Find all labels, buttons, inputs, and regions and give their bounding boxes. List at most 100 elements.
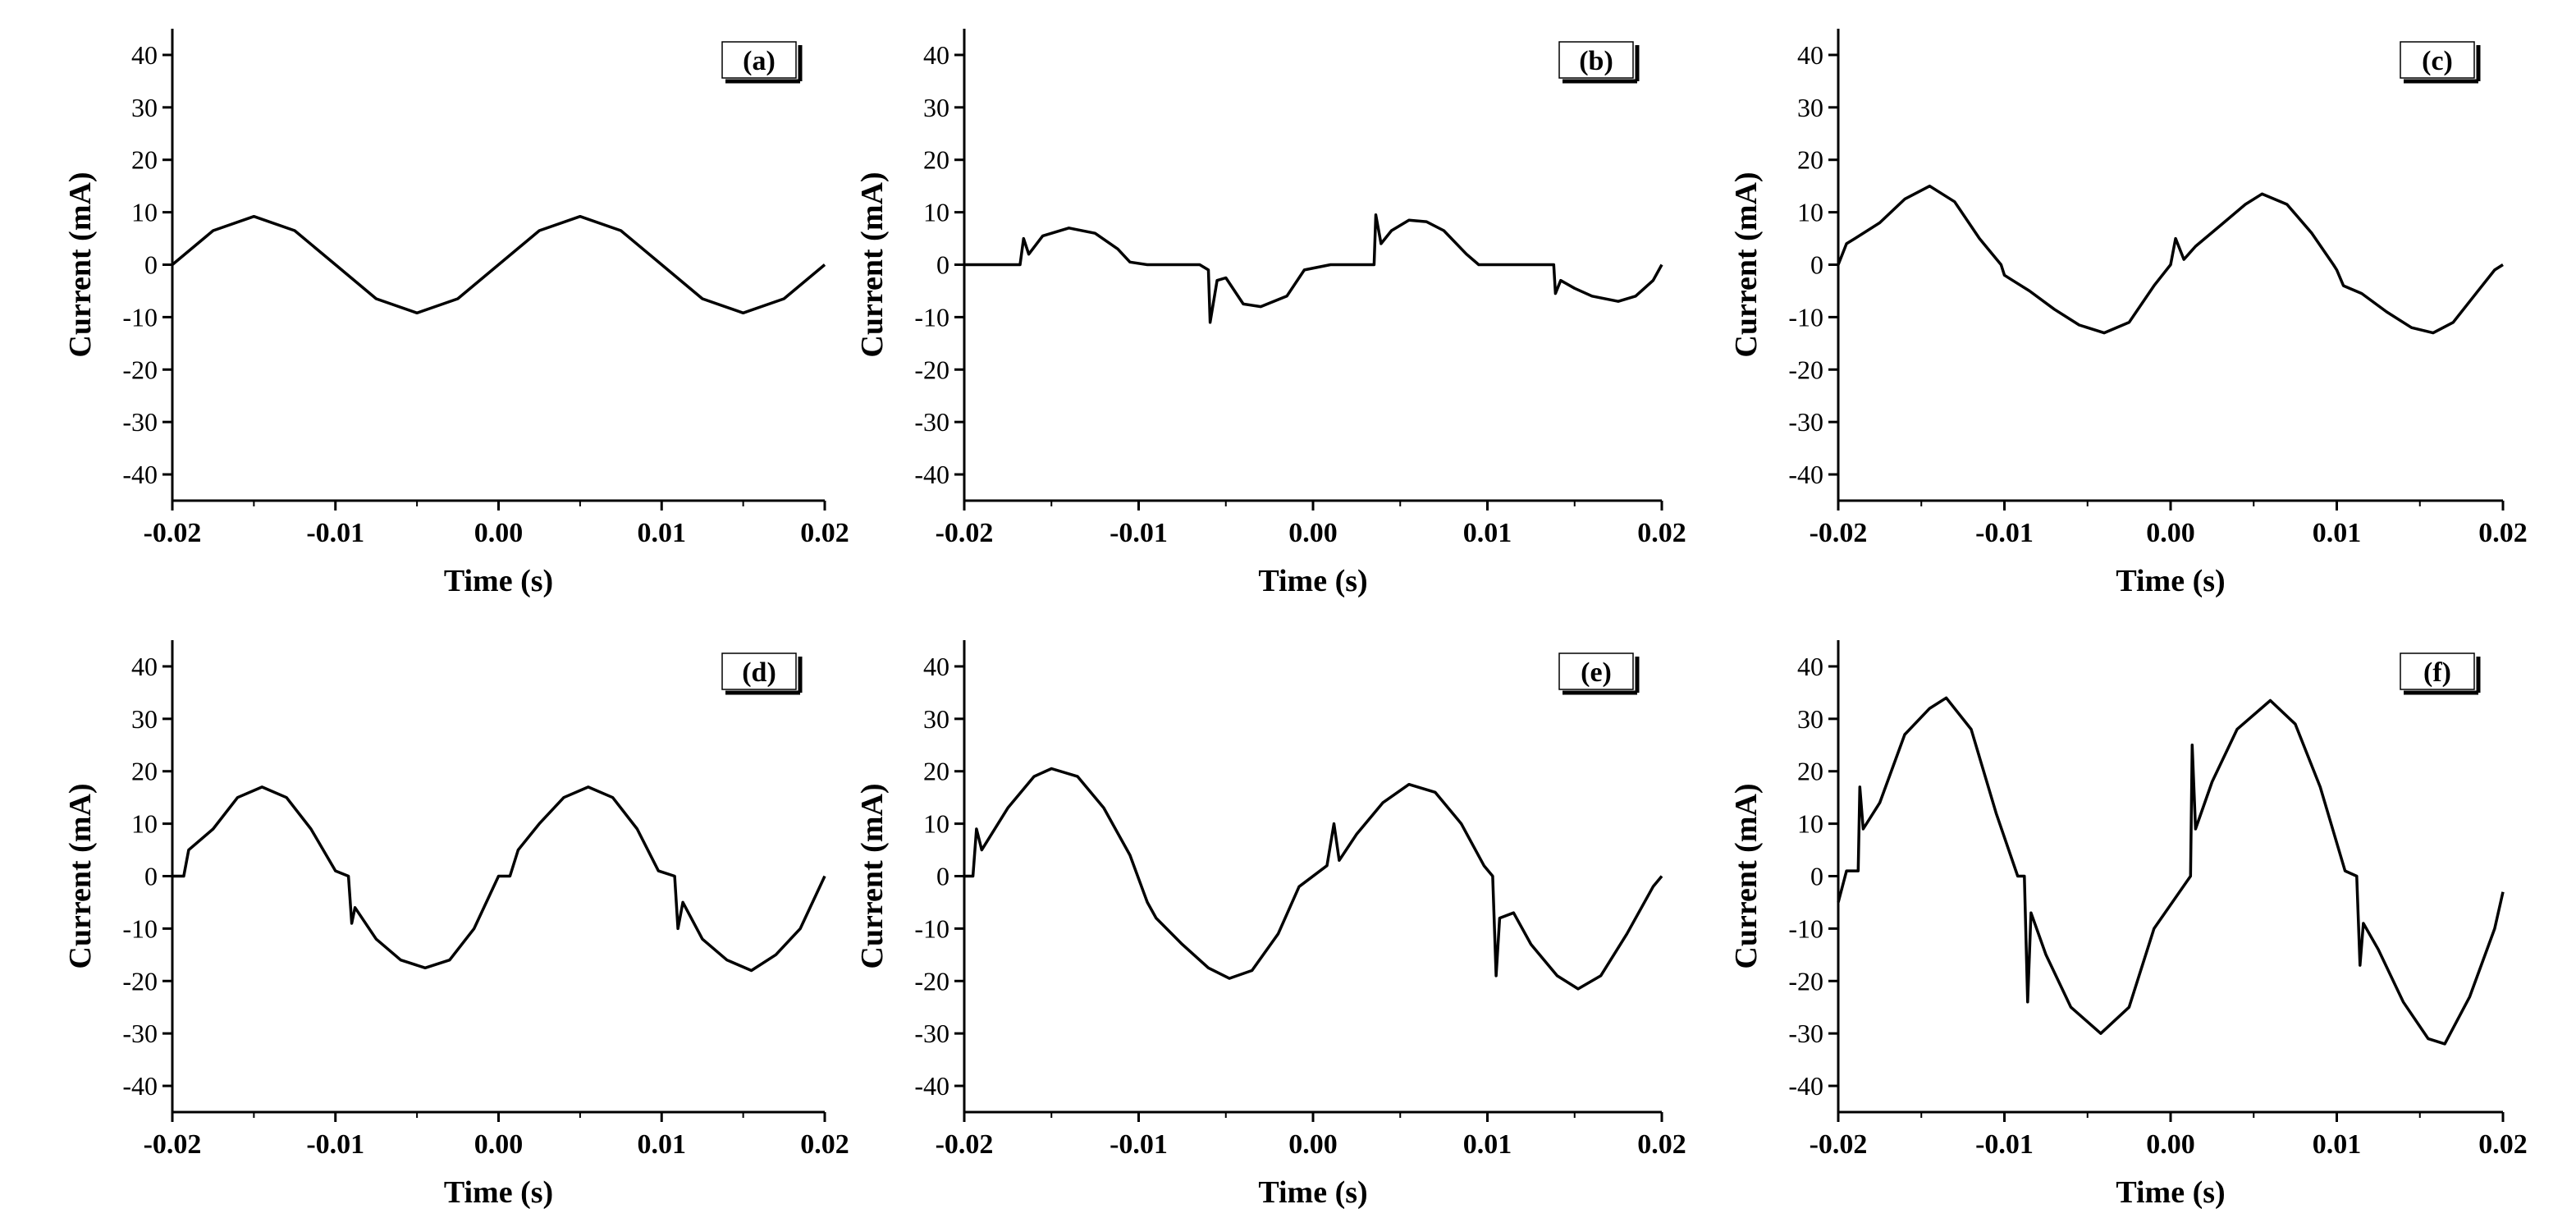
x-tick-label: 0.02 <box>2478 1129 2528 1160</box>
x-tick-label: 0.00 <box>474 518 524 548</box>
y-tick-label: -10 <box>1788 913 1823 943</box>
y-axis-title: Current (mA) <box>1729 783 1764 968</box>
x-tick-label: 0.01 <box>638 1129 687 1160</box>
x-tick-label: 0.02 <box>800 518 849 548</box>
panel-label: (d) <box>742 657 776 688</box>
x-tick-label: -0.01 <box>1975 1129 2034 1160</box>
y-tick-label: -30 <box>914 1019 949 1048</box>
x-tick-label: -0.01 <box>1975 518 2034 548</box>
y-tick-label: 20 <box>131 757 158 786</box>
x-tick-label: 0.01 <box>2313 518 2362 548</box>
panel-label: (a) <box>743 46 776 76</box>
x-tick-label: 0.02 <box>2478 518 2528 548</box>
y-axis-title: Current (mA) <box>1729 172 1764 357</box>
y-tick-label: -40 <box>914 1071 949 1101</box>
x-tick-label: -0.01 <box>306 518 364 548</box>
x-tick-label: 0.01 <box>1463 518 1512 548</box>
y-tick-label: 0 <box>936 862 949 891</box>
y-tick-label: 30 <box>1797 93 1823 122</box>
y-tick-label: -30 <box>122 407 158 437</box>
y-tick-label: -10 <box>122 913 158 943</box>
y-tick-label: -10 <box>1788 302 1823 332</box>
series-line-current <box>171 214 826 315</box>
y-tick-label: -30 <box>122 1019 158 1048</box>
x-axis-title: Time (s) <box>1258 564 1367 598</box>
y-tick-label: 20 <box>1797 145 1823 175</box>
chart-panel: -40 -30 -20 -10 0 10 20 30 40 -0.02 -0.01 0.00 0.01 0… <box>1729 640 2528 1210</box>
panel-label: (c) <box>2422 46 2453 76</box>
series-line-current <box>1837 696 2505 1046</box>
y-tick-label: -30 <box>1788 407 1823 437</box>
y-tick-label: -40 <box>914 460 949 489</box>
y-axis-title: Current (mA) <box>855 783 890 968</box>
x-tick-label: 0.02 <box>1637 1129 1686 1160</box>
panel-label-frame <box>2400 652 2475 690</box>
x-axis-title: Time (s) <box>444 564 553 598</box>
y-tick-label: 40 <box>923 652 949 681</box>
y-tick-label: 30 <box>923 704 949 734</box>
y-tick-label: 30 <box>131 93 158 122</box>
y-tick-label: 40 <box>1797 652 1823 681</box>
x-tick-label: 0.01 <box>638 518 687 548</box>
y-tick-label: -10 <box>122 302 158 332</box>
y-tick-label: 40 <box>923 40 949 70</box>
y-tick-label: 0 <box>144 250 158 280</box>
series-line-current <box>964 767 1663 991</box>
chart-panel: -40 -30 -20 -10 0 10 20 30 40 -0.02 -0.01 0.00 0.01 0… <box>855 29 1686 598</box>
y-tick-label: 40 <box>131 652 158 681</box>
x-tick-label: -0.02 <box>936 1129 994 1160</box>
panel-label-frame <box>1558 652 1634 690</box>
y-tick-label: -40 <box>122 460 158 489</box>
x-tick-label: -0.01 <box>1110 518 1168 548</box>
x-tick-label: 0.00 <box>2146 1129 2195 1160</box>
panel-label-frame <box>721 652 797 690</box>
x-tick-label: -0.02 <box>1810 518 1868 548</box>
y-tick-label: -20 <box>914 966 949 996</box>
panel-label-frame <box>721 41 797 79</box>
panel-label: (f) <box>2423 657 2451 688</box>
y-axis-title: Current (mA) <box>63 172 98 357</box>
panel-label: (e) <box>1581 657 1612 688</box>
panel-label: (b) <box>1579 46 1613 76</box>
y-tick-label: 10 <box>131 809 158 839</box>
y-tick-label: 0 <box>1810 862 1823 891</box>
y-tick-label: 40 <box>1797 40 1823 70</box>
y-tick-label: 0 <box>936 250 949 280</box>
y-tick-label: 20 <box>923 757 949 786</box>
y-tick-label: 0 <box>144 862 158 891</box>
x-axis-title: Time (s) <box>444 1175 553 1210</box>
y-tick-label: 10 <box>131 198 158 227</box>
y-axis-title: Current (mA) <box>855 172 890 357</box>
x-tick-label: -0.02 <box>1810 1129 1868 1160</box>
y-tick-label: -20 <box>914 355 949 384</box>
y-tick-label: -10 <box>914 302 949 332</box>
x-tick-label: -0.02 <box>144 1129 202 1160</box>
y-tick-label: -40 <box>122 1071 158 1101</box>
y-tick-label: 40 <box>131 40 158 70</box>
chart-panel: -40 -30 -20 -10 0 10 20 30 40 -0.02 -0.01 0.00 0.01 0… <box>63 640 849 1210</box>
y-tick-label: -20 <box>1788 966 1823 996</box>
y-tick-label: 20 <box>923 145 949 175</box>
chart-panel: -40 -30 -20 -10 0 10 20 30 40 -0.02 -0.01 0.00 0.01 0… <box>855 640 1686 1210</box>
panel-label-frame <box>1558 41 1634 79</box>
x-axis-title: Time (s) <box>2116 1175 2225 1210</box>
y-tick-label: 10 <box>1797 809 1823 839</box>
y-tick-label: 20 <box>131 145 158 175</box>
y-tick-label: 0 <box>1810 250 1823 280</box>
y-tick-label: 10 <box>923 198 949 227</box>
series-line-current <box>172 785 826 973</box>
x-tick-label: -0.02 <box>144 518 202 548</box>
y-tick-label: -40 <box>1788 1071 1823 1101</box>
y-tick-label: 10 <box>1797 198 1823 227</box>
y-tick-label: 30 <box>131 704 158 734</box>
y-tick-label: -30 <box>914 407 949 437</box>
y-tick-label: -10 <box>914 913 949 943</box>
y-tick-label: 30 <box>1797 704 1823 734</box>
y-tick-label: -20 <box>122 966 158 996</box>
y-tick-label: 30 <box>923 93 949 122</box>
panel-label-frame <box>2400 41 2475 79</box>
y-tick-label: 10 <box>923 809 949 839</box>
x-tick-label: 0.00 <box>1288 518 1338 548</box>
x-tick-label: 0.01 <box>2313 1129 2362 1160</box>
